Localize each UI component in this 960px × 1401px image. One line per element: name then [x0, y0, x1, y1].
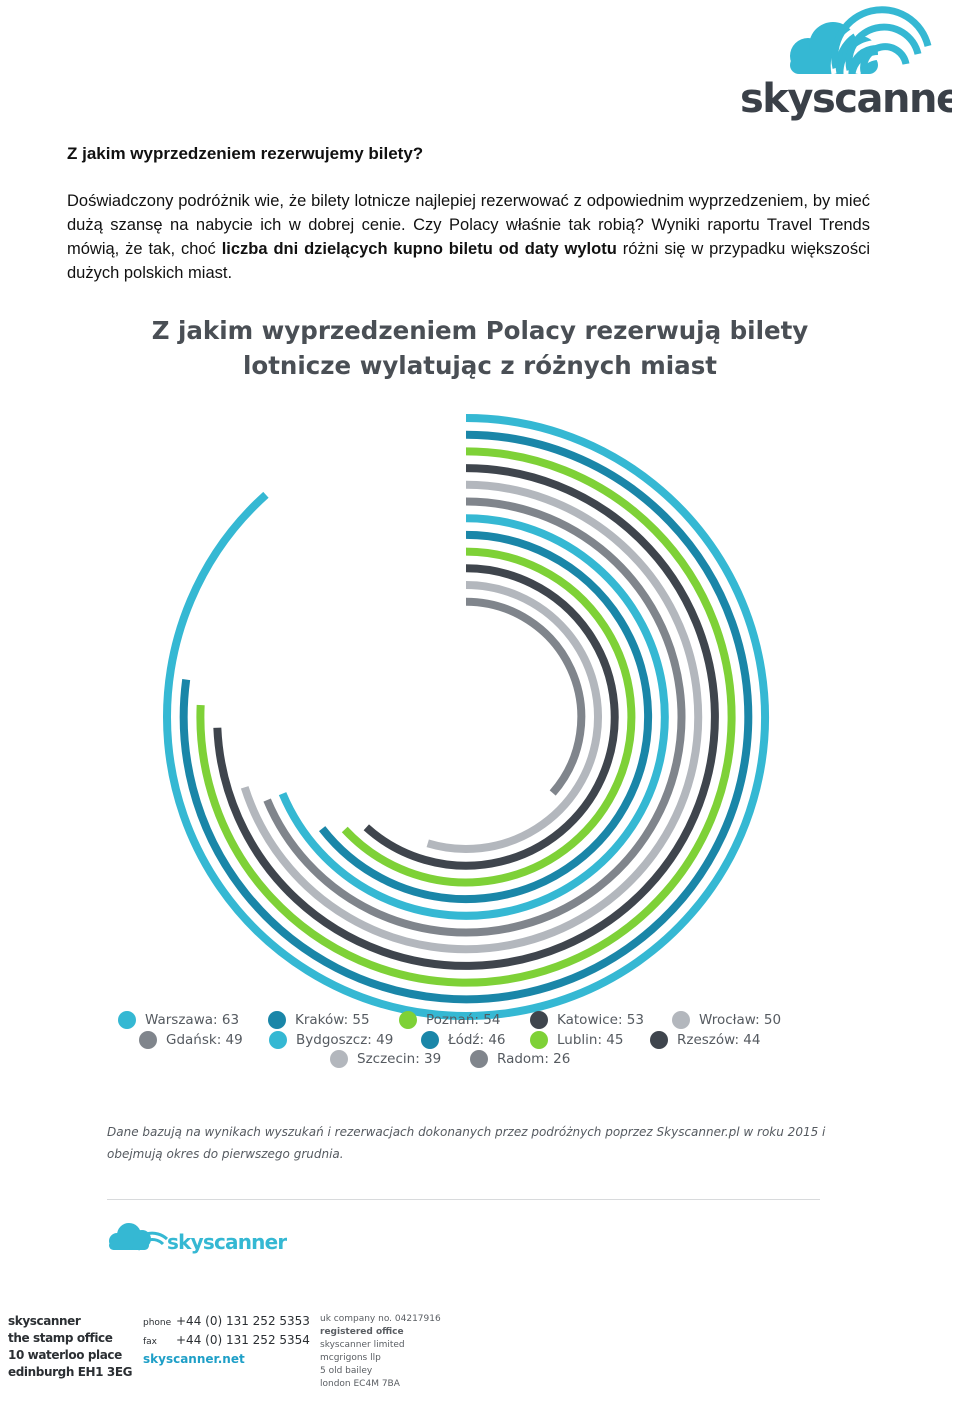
legend-label: Wrocław: 50: [699, 1012, 782, 1028]
infographic-title: Z jakim wyprzedzeniem Polacy rezerwują b…: [80, 313, 880, 383]
arc-lublin: [341, 547, 636, 887]
infographic-title-line1: Z jakim wyprzedzeniem Polacy rezerwują b…: [151, 316, 809, 345]
registered-line: london EC4M 7BA: [320, 1379, 400, 1389]
legend-dot: [470, 1050, 488, 1068]
phone-label: phone: [143, 1318, 172, 1328]
legend-label: Radom: 26: [497, 1051, 571, 1067]
arc-rzeszów: [363, 564, 619, 870]
website-link[interactable]: skyscanner.net: [143, 1352, 245, 1366]
legend-dot: [421, 1030, 439, 1049]
legend-dot: [650, 1030, 668, 1049]
legend-dot: [139, 1030, 157, 1049]
divider: [107, 1199, 820, 1200]
arc-warszawa: [163, 414, 769, 1020]
legend-label: Rzeszów: 44: [677, 1031, 761, 1048]
footer-company: uk company no. 04217916 registered offic…: [320, 1313, 441, 1391]
legend-dot: [530, 1030, 548, 1049]
company-number: uk company no. 04217916: [320, 1314, 441, 1324]
phone-line: phone +44 (0) 131 252 5353: [143, 1313, 310, 1332]
legend-dot: [330, 1050, 348, 1068]
intro-text-2: różni się w przypadku większości dużych …: [67, 240, 871, 282]
legend-label: Lublin: 45: [557, 1031, 624, 1048]
registered-line: mcgrigons llp: [320, 1353, 381, 1363]
address-line: the stamp office: [8, 1331, 113, 1345]
legend-dot: [118, 1011, 136, 1029]
chart-legend: Warszawa: 63 Kraków: 55 Poznań: 54 Katow…: [108, 1011, 828, 1070]
address-line: edinburgh EH1 3EG: [8, 1365, 133, 1379]
page-heading: Z jakim wyprzedzeniem rezerwujemy bilety…: [67, 144, 424, 163]
legend-dot: [269, 1030, 287, 1049]
cloud-icon: skyscanner: [109, 1223, 287, 1254]
legend-item-gdansk: Gdańsk: 49: [139, 1030, 243, 1049]
intro-text-1: Doświadczony podróżnik wie, że bilety lo…: [67, 192, 870, 258]
phone-number: +44 (0) 131 252 5353: [176, 1314, 310, 1328]
legend-label: Łódź: 46: [448, 1031, 506, 1048]
address-line: 10 waterloo place: [8, 1348, 122, 1362]
address-line: skyscanner: [8, 1314, 81, 1328]
legend-label: Bydgoszcz: 49: [296, 1031, 394, 1048]
fax-line: fax +44 (0) 131 252 5354: [143, 1332, 310, 1351]
skyscanner-logo: skyscanner: [738, 6, 952, 122]
arc-wrocław: [240, 480, 703, 954]
arc-łódź: [318, 530, 653, 904]
arc-kraków: [179, 430, 753, 1004]
legend-item-lodz: Łódź: 46: [421, 1030, 506, 1049]
infographic-title-line2: lotnicze wylatując z różnych miast: [242, 351, 717, 380]
cloud-icon: skyscanner: [740, 6, 952, 122]
legend-item-wroclaw: Wrocław: 50: [672, 1011, 781, 1029]
registered-line: skyscanner limited: [320, 1340, 405, 1350]
brand-wordmark: skyscanner: [740, 76, 952, 122]
legend-label: Warszawa: 63: [145, 1012, 240, 1028]
legend-dot: [672, 1011, 690, 1029]
legend-item-poznan: Poznań: 54: [399, 1011, 500, 1029]
legend-item-warszawa: Warszawa: 63: [118, 1011, 239, 1029]
legend-dot: [399, 1011, 417, 1029]
fax-label: fax: [143, 1337, 158, 1347]
brand-wordmark-small: skyscanner: [167, 1230, 287, 1254]
arc-radom: [465, 597, 586, 796]
footer-address: skyscanner the stamp office 10 waterloo …: [8, 1313, 133, 1381]
arc-katowice: [213, 464, 719, 970]
legend-label: Kraków: 55: [295, 1012, 370, 1028]
arc-gdańsk: [263, 497, 686, 937]
arc-bydgoszcz: [278, 514, 669, 920]
legend-label: Gdańsk: 49: [166, 1031, 243, 1048]
intro-paragraph: Doświadczony podróżnik wie, że bilety lo…: [67, 189, 870, 285]
fax-number: +44 (0) 131 252 5354: [176, 1333, 310, 1347]
arc-szczecin: [426, 581, 602, 853]
legend-label: Poznań: 54: [426, 1012, 501, 1028]
legend-dot: [530, 1011, 548, 1029]
skyscanner-logo-small: skyscanner: [107, 1217, 287, 1257]
arc-poznań: [196, 447, 736, 987]
legend-dot: [268, 1011, 286, 1029]
legend-item-bydgoszcz: Bydgoszcz: 49: [269, 1030, 394, 1049]
legend-item-krakow: Kraków: 55: [268, 1011, 370, 1029]
legend-label: Szczecin: 39: [357, 1051, 442, 1067]
legend-item-katowice: Katowice: 53: [530, 1011, 644, 1029]
legend-item-radom: Radom: 26: [470, 1050, 570, 1068]
legend-row-1: Warszawa: 63 Kraków: 55 Poznań: 54 Katow…: [108, 1011, 828, 1031]
footer-contact: phone +44 (0) 131 252 5353 fax +44 (0) 131…: [143, 1313, 310, 1368]
legend-row-2: Gdańsk: 49 Bydgoszcz: 49 Łódź: 46 Lublin…: [108, 1030, 828, 1051]
legend-row-3: Szczecin: 39 Radom: 26: [108, 1050, 828, 1070]
data-source-note: Dane bazują na wynikach wyszukań i rezer…: [107, 1125, 826, 1161]
legend-item-rzeszow: Rzeszów: 44: [650, 1030, 761, 1049]
legend-item-lublin: Lublin: 45: [530, 1030, 624, 1049]
registered-office-label: registered office: [320, 1327, 404, 1337]
registered-line: 5 old bailey: [320, 1366, 373, 1376]
legend-label: Katowice: 53: [557, 1012, 644, 1028]
legend-item-szczecin: Szczecin: 39: [330, 1050, 441, 1068]
intro-bold: liczba dni dzielących kupno biletu od da…: [221, 240, 617, 258]
